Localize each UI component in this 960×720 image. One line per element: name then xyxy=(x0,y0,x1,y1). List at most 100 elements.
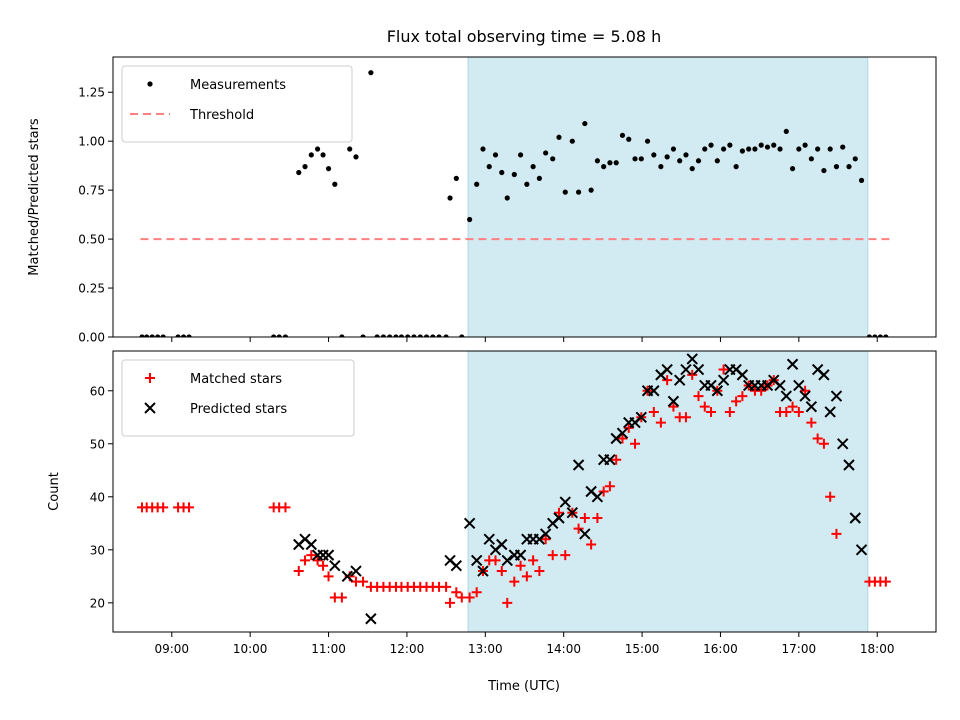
matched-stars-point xyxy=(648,406,659,417)
predicted-stars-point xyxy=(736,369,749,381)
predicted-stars-point xyxy=(780,390,792,402)
predicted-stars-point xyxy=(635,411,647,423)
measurements-point xyxy=(764,144,771,150)
measurements-point xyxy=(664,154,670,160)
predicted-stars-point xyxy=(661,363,673,376)
measurements-point xyxy=(160,334,166,337)
x-tick-label: 10:00 xyxy=(233,642,268,656)
measurements-point xyxy=(332,181,338,187)
measurements-point xyxy=(320,152,326,158)
matched-stars-point xyxy=(787,401,798,412)
counts-axes-frame xyxy=(112,350,937,633)
counts-panel: 20 30 40 50 60 09:00 10:00 11:00 12:00 13:00 14:00… xyxy=(47,350,937,656)
measurements-point xyxy=(777,146,783,152)
matched-stars-point xyxy=(793,406,804,417)
measurements-point xyxy=(155,334,161,337)
measurements-point xyxy=(739,148,745,154)
matched-stars-point xyxy=(573,523,584,534)
matched-stars-point xyxy=(464,592,475,603)
measurements-point xyxy=(840,144,846,150)
predicted-stars-point xyxy=(692,363,705,376)
matched-stars-point xyxy=(623,422,634,433)
predicted-stars-point xyxy=(341,570,354,583)
predicted-stars-point xyxy=(805,400,818,413)
measurements-point xyxy=(607,160,613,166)
x-axis-label: Time (UTC) xyxy=(487,679,560,694)
matched-stars-point xyxy=(528,555,539,566)
measurements-point xyxy=(695,158,702,164)
measurements-point xyxy=(683,152,689,158)
predicted-stars-point xyxy=(450,560,463,572)
predicted-stars-point xyxy=(818,369,830,381)
predicted-stars-point xyxy=(774,379,786,392)
measurements-point xyxy=(858,177,865,183)
measurements-point xyxy=(423,334,430,337)
measurements-point xyxy=(282,334,289,337)
predicted-stars-point xyxy=(305,538,318,551)
measurements-point xyxy=(802,142,808,148)
matched-stars-point xyxy=(668,401,679,412)
predicted-stars-point xyxy=(553,512,565,524)
counts-data xyxy=(137,353,891,625)
measurements-point xyxy=(543,150,549,156)
matched-stars-point xyxy=(560,550,571,561)
measurements-point xyxy=(517,152,524,158)
predicted-stars-point xyxy=(322,549,335,561)
measurements-point xyxy=(821,167,827,174)
legend-box xyxy=(121,359,355,437)
legend-label: Threshold xyxy=(189,108,254,123)
measurements-point xyxy=(443,334,449,337)
measurements-point xyxy=(827,146,833,152)
matched-stars-point xyxy=(300,555,311,566)
measurements-point xyxy=(815,146,821,152)
legend-label: Matched stars xyxy=(190,372,282,387)
predicted-stars-point xyxy=(496,538,508,551)
x-tick-label: 13:00 xyxy=(468,642,503,656)
x-tick-label: 15:00 xyxy=(625,642,660,656)
measurements-point xyxy=(833,164,840,170)
predicted-stars-point xyxy=(559,496,571,508)
predicted-stars-point xyxy=(591,491,604,503)
measurements-point xyxy=(644,138,651,144)
matched-stars-point xyxy=(534,566,545,577)
measurements-point xyxy=(325,166,332,172)
measurements-point xyxy=(708,142,714,148)
matched-stars-point xyxy=(693,391,704,402)
predicted-stars-point xyxy=(572,459,585,471)
matched-stars-point xyxy=(358,576,369,587)
y-tick-label: 50 xyxy=(90,437,105,451)
measurements-point xyxy=(658,164,664,170)
measurements-point xyxy=(447,195,453,201)
measurements-point xyxy=(556,134,562,140)
matched-stars-point xyxy=(515,560,526,571)
measurements-point xyxy=(314,146,321,152)
matched-stars-point xyxy=(184,502,195,513)
y-tick-label: 0.50 xyxy=(78,233,105,247)
predicted-stars-point xyxy=(824,406,836,418)
measurements-point xyxy=(727,142,733,148)
measurements-point xyxy=(670,146,677,152)
measurements-point xyxy=(186,334,192,337)
measurements-point xyxy=(582,120,588,127)
measurements-point xyxy=(405,334,411,337)
matched-stars-point xyxy=(540,534,551,545)
matched-stars-point xyxy=(306,550,317,561)
predicted-stars-point xyxy=(329,560,341,572)
predicted-stars-point xyxy=(799,390,811,402)
matched-stars-point xyxy=(718,364,729,375)
predicted-stars-point xyxy=(365,613,377,625)
measurements-point xyxy=(180,334,187,337)
measurements-point xyxy=(308,152,314,158)
matched-stars-point xyxy=(312,555,323,566)
chart-title: Flux total observing time = 5.08 h xyxy=(387,27,662,46)
measurements-point xyxy=(714,158,720,164)
measurements-point xyxy=(486,164,492,170)
measurements-point xyxy=(632,156,638,162)
matched-stars-point xyxy=(496,566,507,577)
predicted-stars-point xyxy=(350,565,362,577)
x-tick-label: 11:00 xyxy=(311,642,346,656)
measurements-point xyxy=(511,171,517,178)
legend-marker xyxy=(145,373,155,383)
measurements-point xyxy=(380,334,387,337)
measurements-point xyxy=(601,164,607,170)
